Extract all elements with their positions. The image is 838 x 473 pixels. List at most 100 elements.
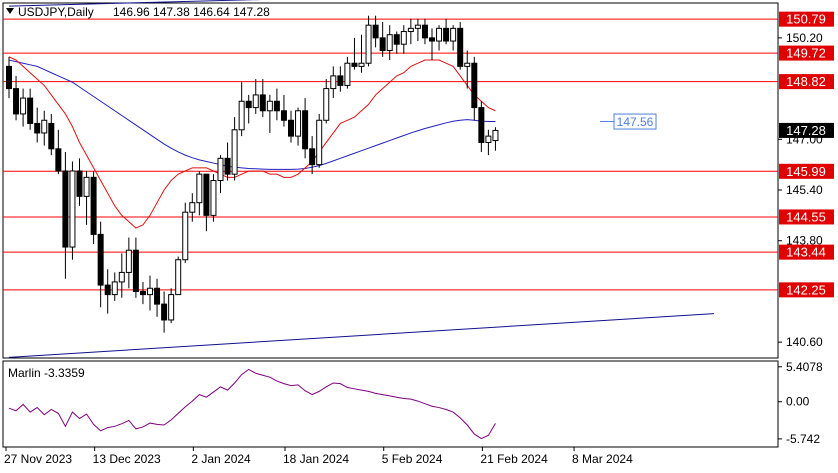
candle-body <box>41 119 48 134</box>
candle-body <box>132 249 139 292</box>
price-annotation: 147.56 <box>600 113 657 130</box>
candle <box>400 25 407 54</box>
candle-body <box>203 173 210 216</box>
candle-body <box>471 62 478 109</box>
candle-body <box>245 100 252 109</box>
candle-body <box>111 281 118 296</box>
candle-body <box>34 122 41 134</box>
candle-body <box>372 24 379 39</box>
price-label-box <box>779 282 834 298</box>
candle <box>386 25 393 61</box>
price-label-text: 142.25 <box>786 282 826 297</box>
candle-body <box>309 148 316 166</box>
candle <box>450 25 457 51</box>
candle <box>351 37 358 70</box>
date-label: 18 Jan 2024 <box>283 452 349 466</box>
candle-body <box>139 290 146 296</box>
candle <box>443 18 450 45</box>
candle-body <box>280 110 287 121</box>
candle <box>217 155 224 194</box>
candle <box>245 94 252 124</box>
candle <box>55 129 62 175</box>
candle <box>379 22 386 57</box>
price-label: 147.28 <box>779 122 834 138</box>
candle <box>182 202 189 263</box>
candle-body <box>421 24 428 39</box>
price-label-box <box>779 244 834 260</box>
candle-body <box>464 62 471 67</box>
candle-body <box>231 129 238 175</box>
candle-body <box>485 135 492 143</box>
candle-body <box>492 129 499 142</box>
price-label-text: 140.60 <box>786 335 823 349</box>
candle-body <box>147 287 153 296</box>
price-label-box <box>779 122 834 138</box>
candle <box>34 107 41 143</box>
candle-body <box>450 27 457 42</box>
candle <box>224 142 231 181</box>
candle <box>372 15 379 48</box>
dropdown-triangle-icon[interactable] <box>6 8 14 14</box>
candle-body <box>295 110 302 137</box>
candle <box>238 82 245 137</box>
oscillator-line <box>8 368 496 440</box>
candle <box>259 79 266 118</box>
candle-body <box>189 202 196 213</box>
date-label: 27 Nov 2023 <box>4 452 72 466</box>
price-label: 148.82 <box>779 74 834 90</box>
candle <box>90 170 97 244</box>
candle-body <box>259 94 266 112</box>
moving-averages <box>8 56 496 229</box>
candle <box>13 75 20 121</box>
price-label: 150.20 <box>778 31 823 45</box>
ohlc-values: 146.96 147.38 146.64 147.28 <box>113 5 270 19</box>
oscillator-label: Marlin -3.3359 <box>8 366 85 380</box>
date-label: 21 Feb 2024 <box>480 452 548 466</box>
price-label: 150.79 <box>779 11 834 27</box>
candle <box>210 174 217 222</box>
candle-body <box>386 34 393 52</box>
osc-tick-label: 0.00 <box>786 395 810 409</box>
candle <box>344 56 351 89</box>
candle-body <box>13 88 20 115</box>
price-label: 145.40 <box>778 183 823 197</box>
candle-body <box>182 211 189 261</box>
candle-body <box>358 62 365 67</box>
date-axis: 27 Nov 2023 13 Dec 2023 2 Jan 2024 18 Jan 2… <box>4 447 633 466</box>
price-label: 140.60 <box>778 335 823 349</box>
candle <box>365 15 372 67</box>
candle <box>104 269 111 314</box>
price-label: 147.00 <box>778 132 823 146</box>
candle-body <box>118 271 125 283</box>
candle-body <box>365 24 372 64</box>
candle-body <box>76 170 83 197</box>
candle-body <box>168 294 175 321</box>
candle-body <box>414 24 421 29</box>
candle <box>464 50 471 89</box>
annotation-label: 147.56 <box>617 115 654 129</box>
candle-body <box>62 170 69 248</box>
candle-body <box>55 148 62 172</box>
price-label-box <box>779 45 834 61</box>
candle <box>407 18 414 45</box>
price-panel[interactable] <box>2 2 779 359</box>
candle <box>414 18 421 42</box>
price-label-box <box>779 11 834 27</box>
osc-tick-label: -5.742 <box>786 432 820 446</box>
date-label: 5 Feb 2024 <box>382 452 443 466</box>
candle <box>175 256 182 296</box>
oscillator-panel[interactable] <box>2 360 779 448</box>
candle <box>76 158 83 206</box>
candle-body <box>90 176 97 235</box>
price-label-box <box>779 163 834 179</box>
candle-body <box>6 65 12 90</box>
candle-body <box>238 100 245 131</box>
candle <box>196 170 203 216</box>
candle-body <box>330 75 337 90</box>
price-label-text: 147.28 <box>786 123 826 138</box>
candle <box>358 34 365 73</box>
candle <box>147 275 153 311</box>
candle <box>485 129 492 156</box>
candle <box>302 98 309 159</box>
